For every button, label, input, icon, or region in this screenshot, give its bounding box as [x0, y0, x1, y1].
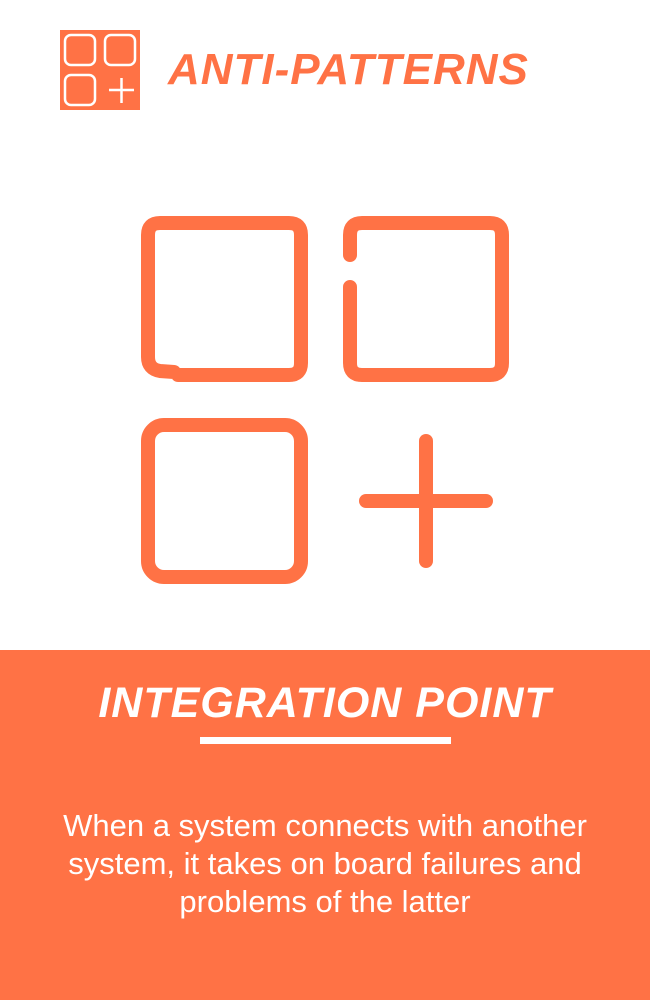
card-description: When a system connects with another syst… — [63, 808, 587, 919]
info-card: INTEGRATION POINT When a system connects… — [0, 650, 650, 1000]
apps-add-icon — [60, 30, 140, 110]
apps-add-icon — [141, 216, 509, 584]
title-divider — [200, 737, 451, 744]
card-title: INTEGRATION POINT — [98, 679, 552, 727]
header: ANTI-PATTERNS — [0, 0, 650, 130]
page-title: ANTI-PATTERNS — [168, 45, 529, 94]
